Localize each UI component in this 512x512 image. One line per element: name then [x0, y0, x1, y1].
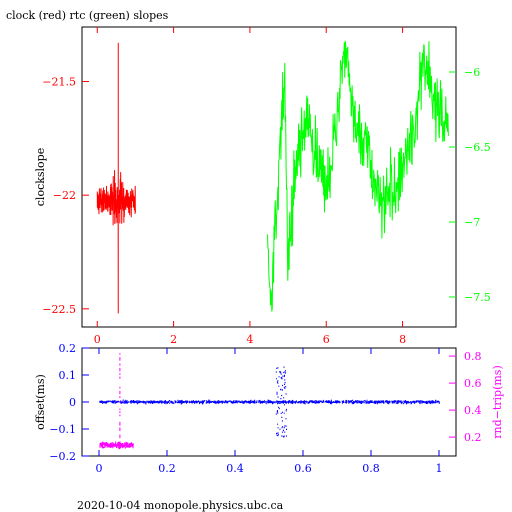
top-x-tick-label: 4 [246, 333, 253, 346]
rtc-slope-series [266, 40, 449, 312]
top-x-tick-label: 6 [323, 333, 330, 346]
round-trip-series [99, 353, 134, 450]
bottom-y-tick-label: 0 [69, 396, 76, 409]
bottom-x-tick-label: 1 [436, 462, 443, 475]
top-chart-frame [81, 26, 457, 328]
bottom-x-tick-label: 0.2 [158, 462, 176, 475]
clock-slope-series [96, 42, 136, 314]
bottom-chart-marks: 0 0.2 0.4 0.6 0.8 1 0.2 0.1 0 −0.1 −0.2 0.8 0.6 0.4 0.… [49, 342, 481, 475]
bottom-y2-axis-label: rnd−trip(ms) [491, 365, 504, 439]
bottom-x-tick-label: 0.4 [226, 462, 244, 475]
top-chart-marks: 0 2 4 6 8 −21.5 −22 −22.5 −6 −6.5 −7 −7.5 [42, 27, 491, 346]
chart-title: clock (red) rtc (green) slopes [6, 9, 169, 22]
top-y2-tick-label: −6 [464, 66, 480, 79]
bottom-chart: offset(ms) rnd−trip(ms) 0 0.2 0.4 0.6 0.8 1 0.… [34, 342, 504, 475]
top-y-tick-label: −22 [53, 189, 76, 202]
top-y-tick-label: −22.5 [42, 303, 76, 316]
bottom-y2-tick-label: 0.4 [464, 404, 482, 417]
bottom-y-tick-label: −0.2 [49, 450, 76, 463]
bottom-x-tick-label: 0.8 [362, 462, 380, 475]
top-chart: clockslope 0 2 4 6 8 −21.5 −22 −22.5 −6 −6.5 −7 −7.… [34, 26, 491, 346]
bottom-y-tick-label: −0.1 [49, 423, 76, 436]
top-y2-tick-label: −6.5 [464, 141, 491, 154]
top-y-axis-label: clockslope [34, 148, 47, 206]
bottom-y2-tick-label: 0.2 [464, 431, 482, 444]
bottom-y2-tick-label: 0.8 [464, 350, 482, 363]
bottom-y2-tick-label: 0.6 [464, 377, 482, 390]
bottom-y-tick-label: 0.2 [59, 342, 77, 355]
top-x-tick-label: 0 [94, 333, 101, 346]
top-x-tick-label: 8 [399, 333, 406, 346]
top-y2-tick-label: −7 [464, 216, 480, 229]
top-y2-tick-label: −7.5 [464, 291, 491, 304]
bottom-x-tick-label: 0 [96, 462, 103, 475]
bottom-y-tick-label: 0.1 [59, 369, 77, 382]
bottom-y-axis-label: offset(ms) [34, 374, 47, 430]
top-x-tick-label: 2 [170, 333, 177, 346]
offset-series [99, 366, 440, 438]
bottom-x-tick-label: 0.6 [294, 462, 312, 475]
footer-text: 2020-10-04 monopole.physics.ubc.ca [77, 499, 284, 512]
top-y-tick-label: −21.5 [42, 76, 76, 89]
